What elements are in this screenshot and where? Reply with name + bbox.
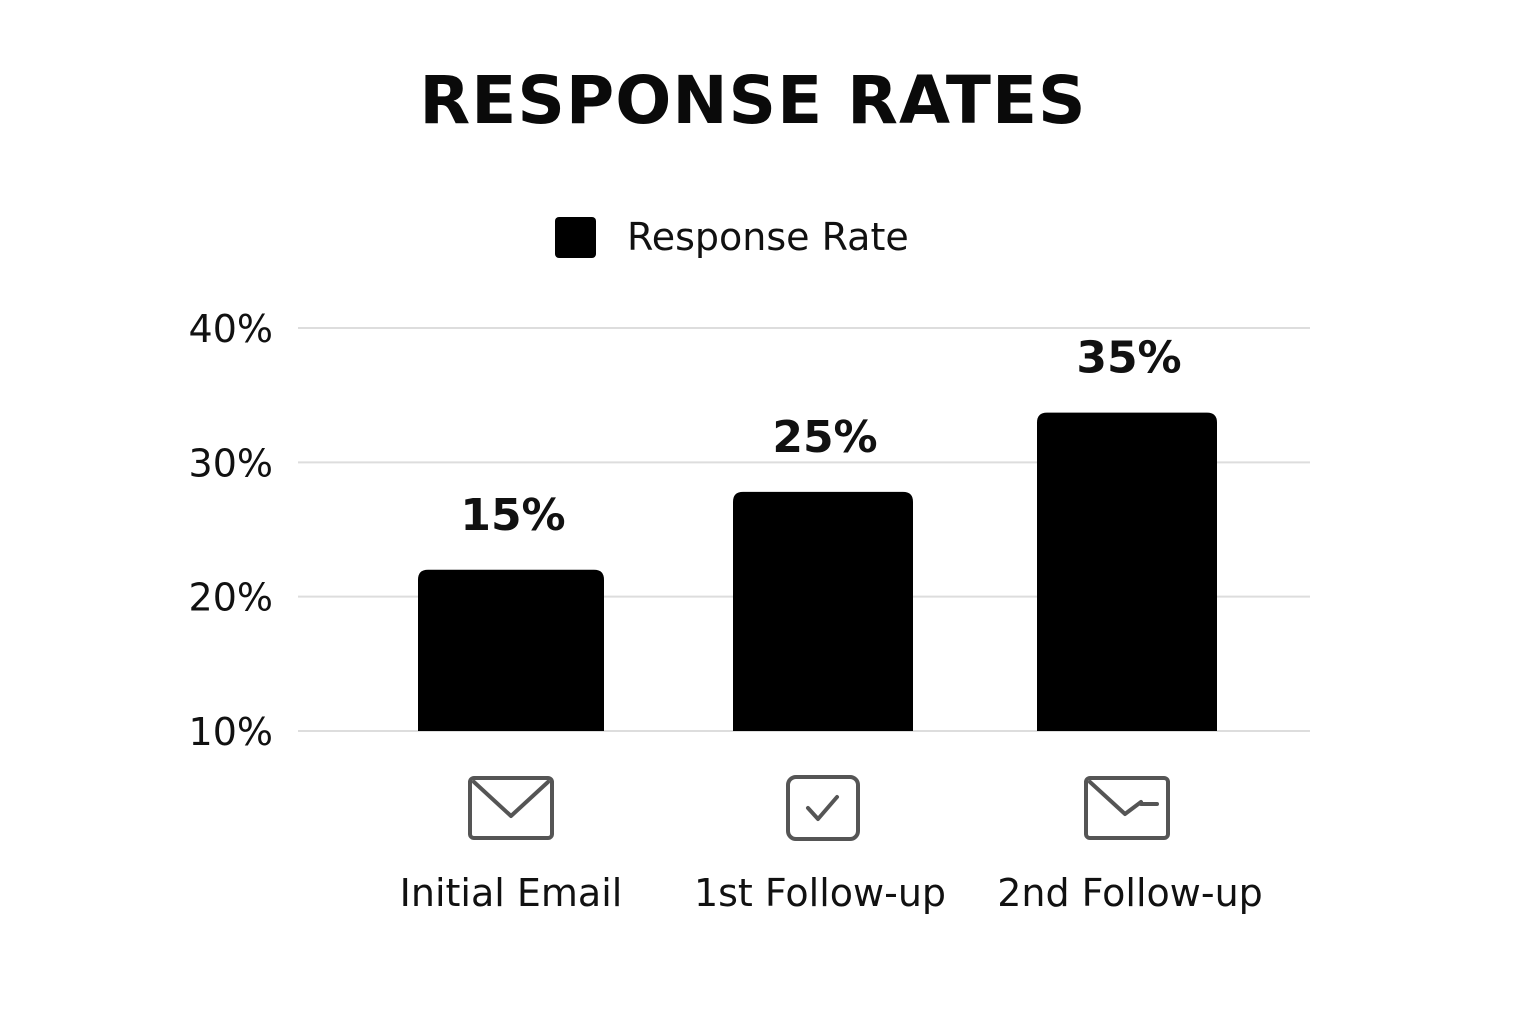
bar xyxy=(733,491,913,731)
checkbox-frame xyxy=(786,775,860,841)
legend-swatch xyxy=(555,216,596,258)
checkmark xyxy=(806,795,839,821)
bar xyxy=(418,569,604,731)
envelope-flap xyxy=(472,780,550,818)
envelope-body xyxy=(468,776,554,840)
category-label: 1st Follow-up xyxy=(694,871,946,915)
y-tick-label: 20% xyxy=(189,576,273,620)
checkbox-icon xyxy=(786,775,860,841)
data-label: 25% xyxy=(772,412,877,463)
envelope-body xyxy=(1084,776,1170,840)
envelope-sent-icon xyxy=(1084,776,1170,840)
data-label: 35% xyxy=(1076,333,1181,384)
legend: Response Rate xyxy=(555,212,909,262)
category-label: Initial Email xyxy=(400,871,623,915)
envelope-flap xyxy=(1088,780,1159,816)
bar xyxy=(1037,412,1217,731)
chart-title: RESPONSE RATES xyxy=(419,62,1087,139)
data-label: 15% xyxy=(460,490,565,541)
legend-label: Response Rate xyxy=(627,215,909,259)
y-tick-label: 40% xyxy=(189,307,273,351)
envelope-icon xyxy=(468,776,554,840)
y-tick-label: 30% xyxy=(189,441,273,485)
y-tick-label: 10% xyxy=(189,710,273,754)
category-label: 2nd Follow-up xyxy=(997,871,1263,915)
